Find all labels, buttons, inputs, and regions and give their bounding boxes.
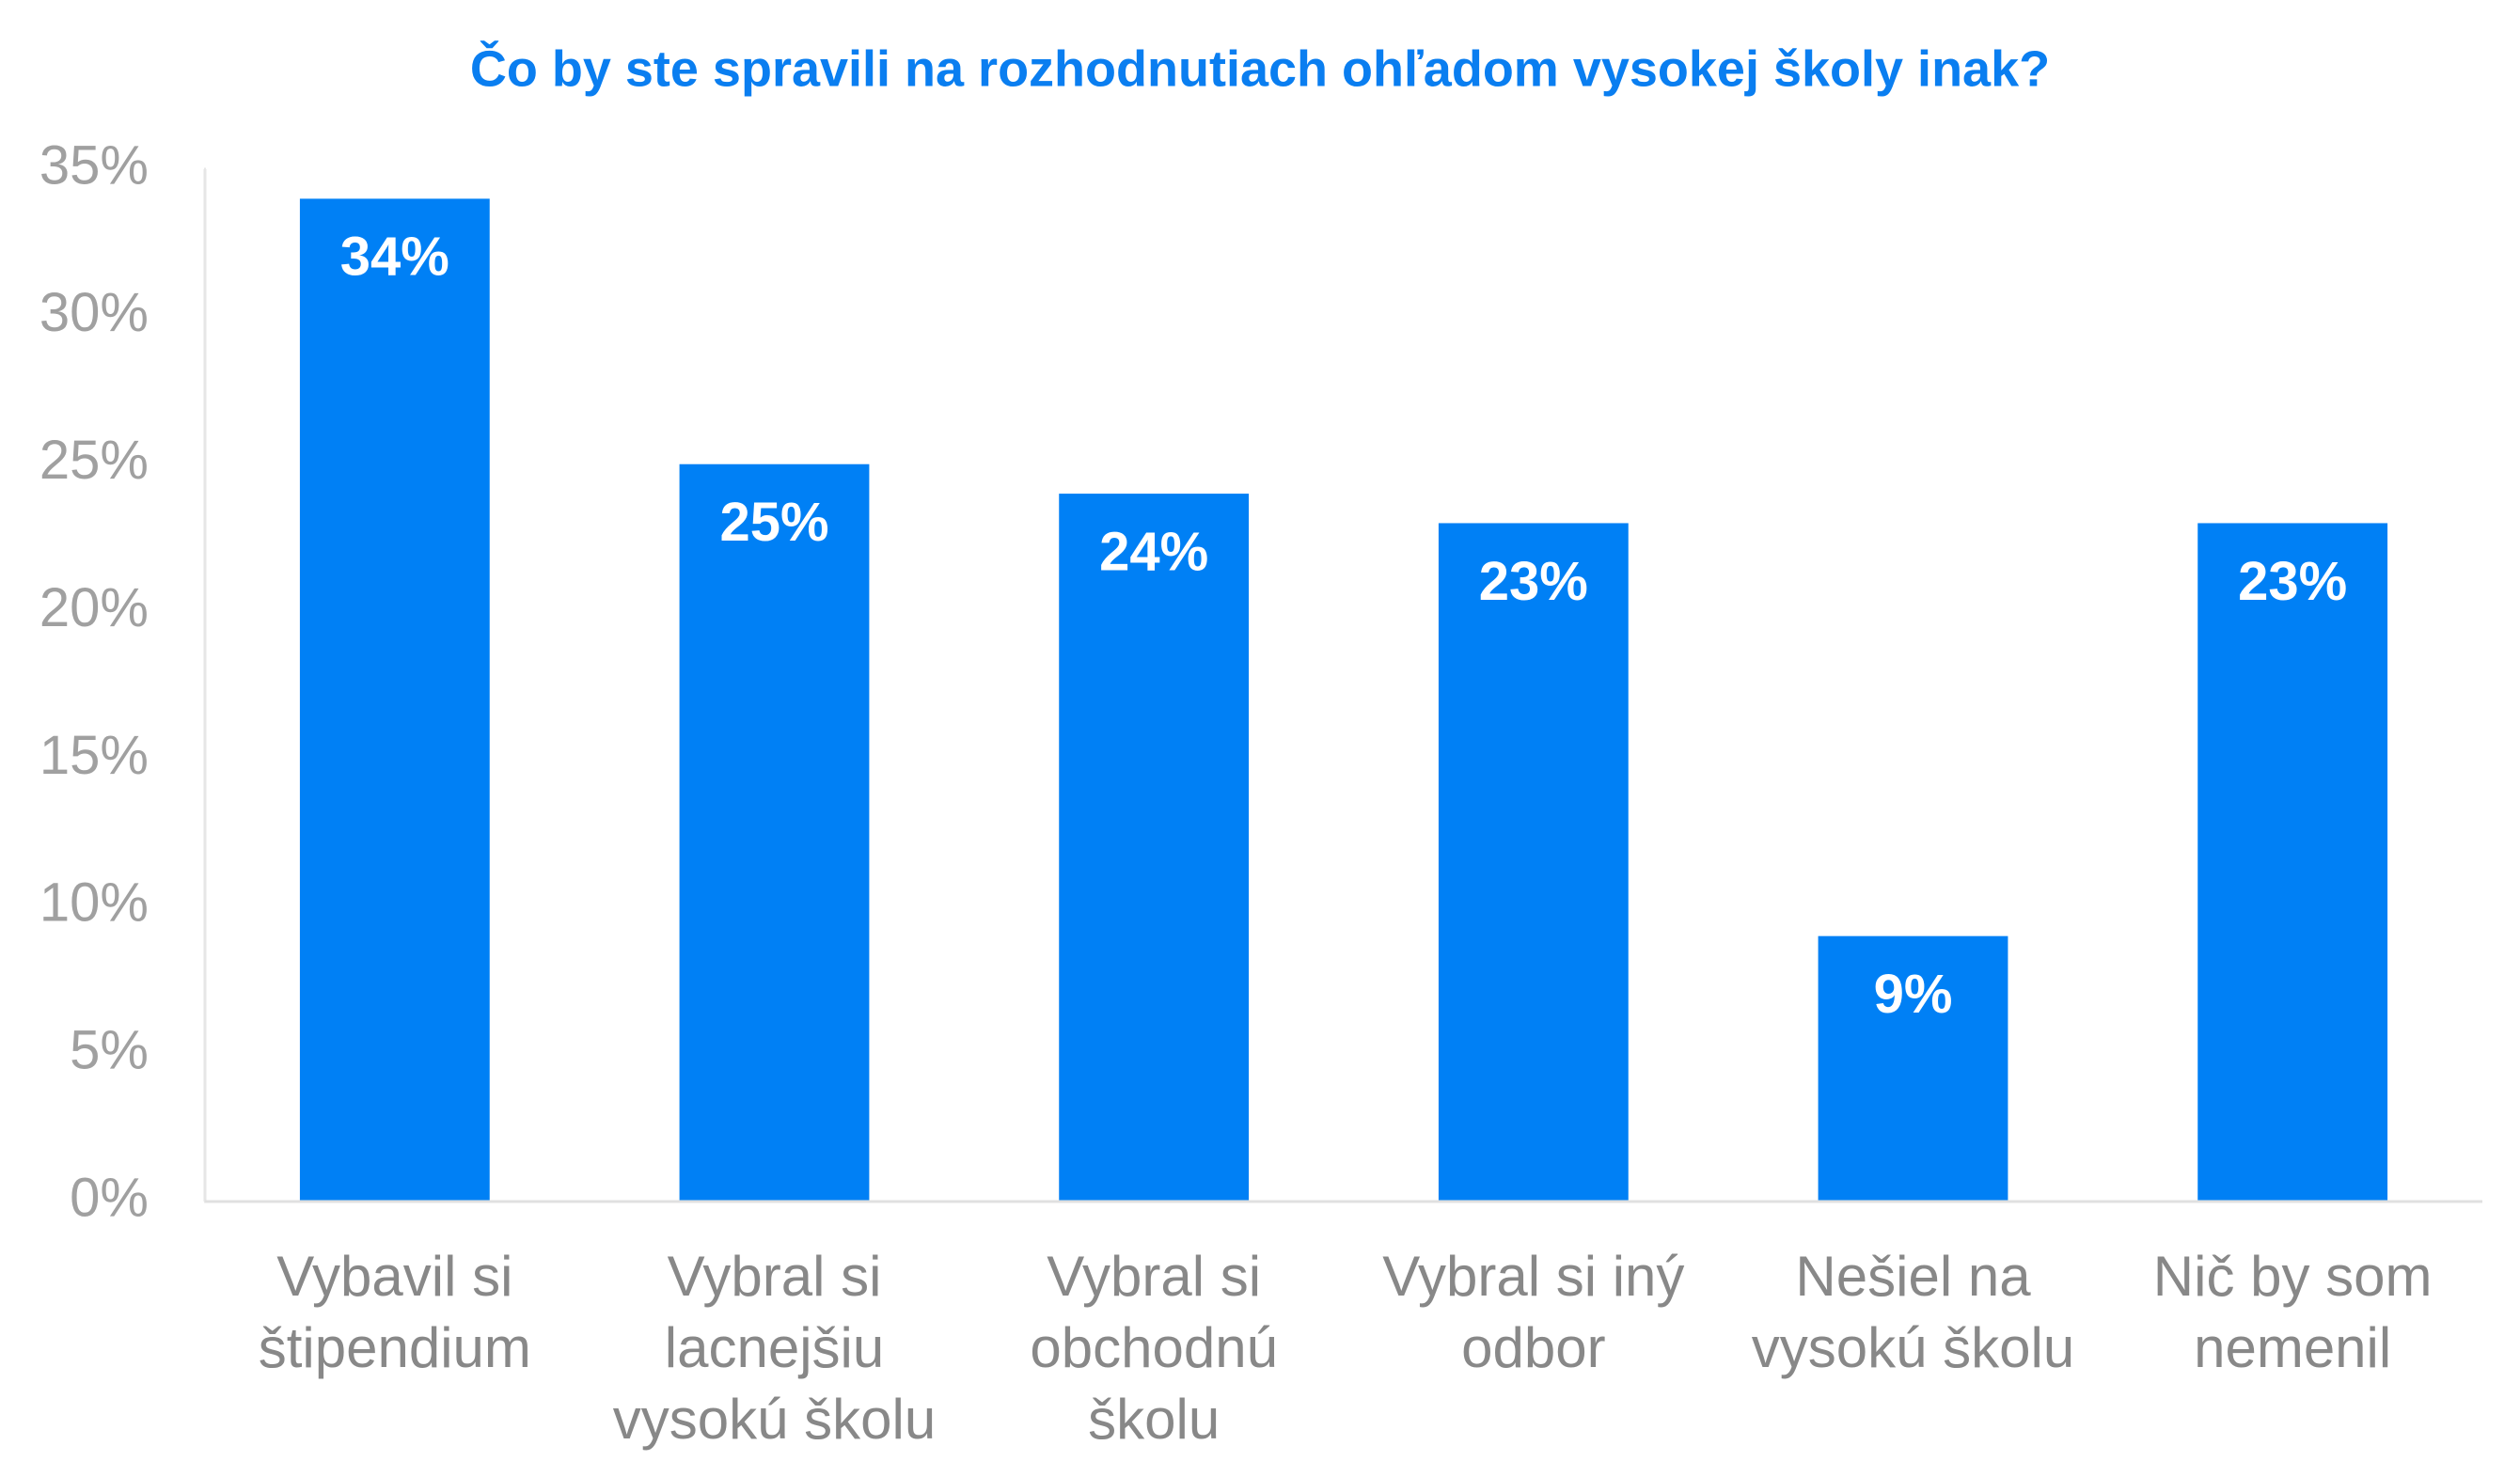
bar bbox=[2197, 523, 2388, 1202]
x-tick-label: odbor bbox=[1461, 1316, 1605, 1379]
value-label: 25% bbox=[719, 492, 828, 553]
value-label: 23% bbox=[1479, 551, 1588, 612]
value-label: 34% bbox=[340, 227, 449, 288]
bar bbox=[1818, 935, 2008, 1202]
y-tick-label: 25% bbox=[39, 430, 149, 491]
x-tick-label: Vybral si iný bbox=[1382, 1245, 1684, 1308]
bar bbox=[679, 464, 870, 1202]
bar bbox=[1438, 523, 1629, 1202]
y-tick-label: 35% bbox=[39, 134, 149, 196]
y-tick-label: 20% bbox=[39, 577, 149, 638]
x-tick-label: vysokú školu bbox=[1752, 1316, 2074, 1379]
x-tick-label: Vybral si bbox=[668, 1245, 882, 1308]
value-label: 9% bbox=[1874, 964, 1953, 1025]
x-tick-label: Vybavil si bbox=[276, 1245, 512, 1308]
x-tick-label: lacnejšiu bbox=[665, 1316, 884, 1379]
y-tick-label: 15% bbox=[39, 725, 149, 786]
y-tick-label: 10% bbox=[39, 872, 149, 934]
x-tick-label: štipendium bbox=[259, 1316, 531, 1379]
y-tick-label: 30% bbox=[39, 282, 149, 343]
value-label: 24% bbox=[1099, 521, 1208, 582]
x-tick-label: Vybral si bbox=[1047, 1245, 1261, 1308]
x-tick-label: školu bbox=[1088, 1388, 1220, 1451]
value-label: 23% bbox=[2238, 551, 2347, 612]
x-tick-label: obchodnú bbox=[1030, 1316, 1278, 1379]
y-tick-label: 0% bbox=[70, 1167, 149, 1228]
chart-title: Čo by ste spravili na rozhodnutiach ohľa… bbox=[470, 39, 2050, 97]
y-tick-label: 5% bbox=[70, 1019, 149, 1080]
bar bbox=[299, 198, 490, 1202]
x-tick-label: Nešiel na bbox=[1795, 1245, 2031, 1308]
bar bbox=[1059, 494, 1250, 1202]
x-tick-label: vysokú školu bbox=[613, 1388, 936, 1451]
x-tick-label: Nič by som bbox=[2153, 1245, 2433, 1308]
x-tick-label: nemenil bbox=[2194, 1316, 2391, 1379]
